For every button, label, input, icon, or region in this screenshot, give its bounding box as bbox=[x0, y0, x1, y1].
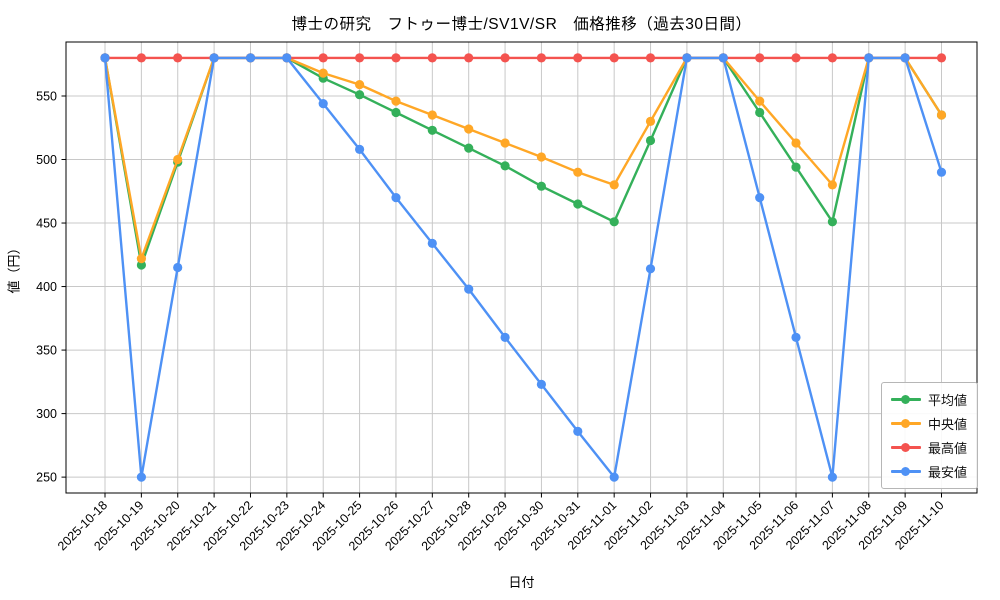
legend-item-min: 最安値 bbox=[890, 462, 967, 481]
legend-item-max: 最高値 bbox=[890, 438, 967, 457]
svg-text:550: 550 bbox=[36, 90, 57, 104]
svg-text:500: 500 bbox=[36, 153, 57, 167]
svg-text:450: 450 bbox=[36, 217, 57, 231]
legend-item-average: 平均値 bbox=[890, 390, 967, 409]
svg-text:300: 300 bbox=[36, 407, 57, 421]
legend-item-median: 中央値 bbox=[890, 414, 967, 433]
legend-label: 最安値 bbox=[927, 465, 967, 480]
legend-label: 平均値 bbox=[927, 393, 967, 408]
chart-title: 博士の研究 フトゥー博士/SV1V/SR 価格推移（過去30日間） bbox=[291, 16, 752, 33]
median-line-marker-icon bbox=[890, 419, 921, 429]
svg-text:400: 400 bbox=[36, 280, 57, 294]
legend-label: 最高値 bbox=[927, 441, 967, 456]
average-line-marker-icon bbox=[890, 395, 921, 405]
legend: 平均値 中央値 最高値 最安値 bbox=[880, 382, 978, 489]
max-line-marker-icon bbox=[890, 443, 921, 453]
svg-text:250: 250 bbox=[36, 471, 57, 485]
min-line-marker-icon bbox=[890, 467, 921, 477]
svg-text:350: 350 bbox=[36, 344, 57, 358]
x-axis-label: 日付 bbox=[508, 575, 535, 590]
legend-label: 中央値 bbox=[927, 417, 967, 432]
